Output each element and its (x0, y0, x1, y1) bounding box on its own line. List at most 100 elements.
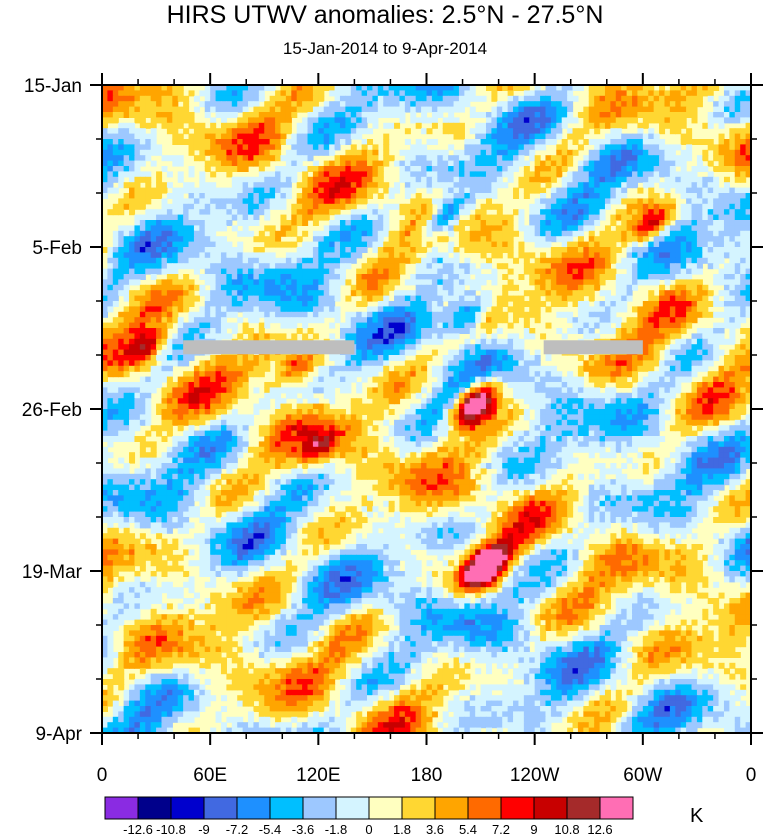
heatmap-cell (740, 187, 747, 194)
heatmap-cell (166, 122, 173, 129)
heatmap-cell (453, 101, 460, 108)
heatmap-cell (367, 101, 374, 108)
heatmap-cell (258, 306, 265, 313)
heatmap-cell (269, 106, 276, 113)
heatmap-cell (269, 101, 276, 108)
heatmap-cell (669, 247, 676, 253)
heatmap-cell (507, 112, 514, 118)
heatmap-cell (231, 252, 238, 259)
heatmap-cell (523, 355, 530, 361)
heatmap-cell (680, 176, 687, 183)
heatmap-cell (339, 322, 346, 329)
heatmap-cell (323, 160, 330, 167)
heatmap-cell (291, 333, 298, 340)
heatmap-cell (577, 279, 584, 286)
heatmap-cell (621, 139, 628, 145)
heatmap-cell (134, 306, 141, 313)
heatmap-cell (231, 144, 238, 151)
heatmap-cell (156, 149, 163, 156)
heatmap-cell (496, 306, 503, 313)
heatmap-cell (648, 176, 655, 183)
heatmap-cell (242, 257, 249, 264)
heatmap-cell (507, 355, 514, 361)
heatmap-cell (610, 160, 617, 167)
heatmap-cell (637, 198, 644, 205)
heatmap-cell (118, 344, 125, 351)
heatmap-cell (632, 203, 639, 210)
heatmap-cell (264, 274, 271, 280)
heatmap-cell (729, 301, 736, 307)
heatmap-cell (621, 122, 628, 129)
heatmap-cell (621, 85, 628, 91)
heatmap-cell (604, 322, 611, 329)
heatmap-cell (383, 160, 390, 167)
heatmap-cell (686, 139, 693, 145)
heatmap-cell (507, 306, 514, 313)
heatmap-cell (253, 85, 260, 91)
heatmap-cell (475, 279, 482, 286)
heatmap-cell (334, 220, 341, 226)
heatmap-cell (231, 322, 238, 329)
heatmap-cell (556, 122, 563, 129)
heatmap-cell (226, 220, 233, 226)
heatmap-cell (691, 355, 698, 361)
heatmap-cell (399, 257, 406, 264)
heatmap-cell (323, 203, 330, 210)
heatmap-cell (696, 187, 703, 194)
heatmap-cell (166, 274, 173, 280)
heatmap-cell (161, 112, 168, 118)
heatmap-cell (491, 149, 498, 156)
heatmap-cell (475, 160, 482, 167)
heatmap-cell (713, 257, 720, 264)
heatmap-cell (367, 225, 374, 232)
heatmap-cell (588, 193, 595, 199)
heatmap-cell (145, 344, 152, 351)
heatmap-cell (112, 322, 119, 329)
heatmap-cell (604, 230, 611, 237)
heatmap-cell (377, 317, 384, 324)
heatmap-cell (469, 203, 476, 210)
heatmap-cell (469, 112, 476, 118)
heatmap-cell (248, 274, 255, 280)
heatmap-cell (275, 279, 282, 286)
heatmap-cell (193, 220, 200, 226)
heatmap-cell (502, 338, 509, 345)
heatmap-cell (626, 252, 633, 259)
heatmap-cell (680, 344, 687, 351)
heatmap-cell (691, 166, 698, 172)
heatmap-cell (577, 306, 584, 313)
heatmap-cell (118, 160, 125, 167)
heatmap-cell (421, 144, 428, 151)
heatmap-cell (404, 344, 411, 351)
heatmap-cell (577, 247, 584, 253)
heatmap-cell (302, 187, 309, 194)
heatmap-cell (723, 101, 730, 108)
heatmap-cell (388, 90, 395, 97)
heatmap-cell (318, 187, 325, 194)
heatmap-cell (350, 209, 357, 216)
heatmap-cell (561, 268, 568, 275)
heatmap-cell (458, 220, 465, 226)
heatmap-cell (404, 166, 411, 172)
heatmap-cell (112, 230, 119, 237)
heatmap-cell (702, 349, 709, 356)
heatmap-cell (529, 279, 536, 286)
heatmap-cell (421, 203, 428, 210)
heatmap-cell (123, 198, 130, 205)
heatmap-cell (632, 101, 639, 108)
heatmap-cell (496, 203, 503, 210)
heatmap-cell (604, 95, 611, 102)
heatmap-cell (172, 349, 179, 356)
heatmap-cell (664, 112, 671, 118)
heatmap-cell (118, 328, 125, 334)
heatmap-cell (588, 220, 595, 226)
heatmap-cell (361, 344, 368, 351)
heatmap-cell (707, 182, 714, 189)
heatmap-cell (594, 311, 601, 318)
heatmap-cell (648, 344, 655, 351)
heatmap-cell (480, 306, 487, 313)
heatmap-cell (464, 149, 471, 156)
heatmap-cell (550, 247, 557, 253)
heatmap-cell (637, 306, 644, 313)
heatmap-cell (237, 230, 244, 237)
